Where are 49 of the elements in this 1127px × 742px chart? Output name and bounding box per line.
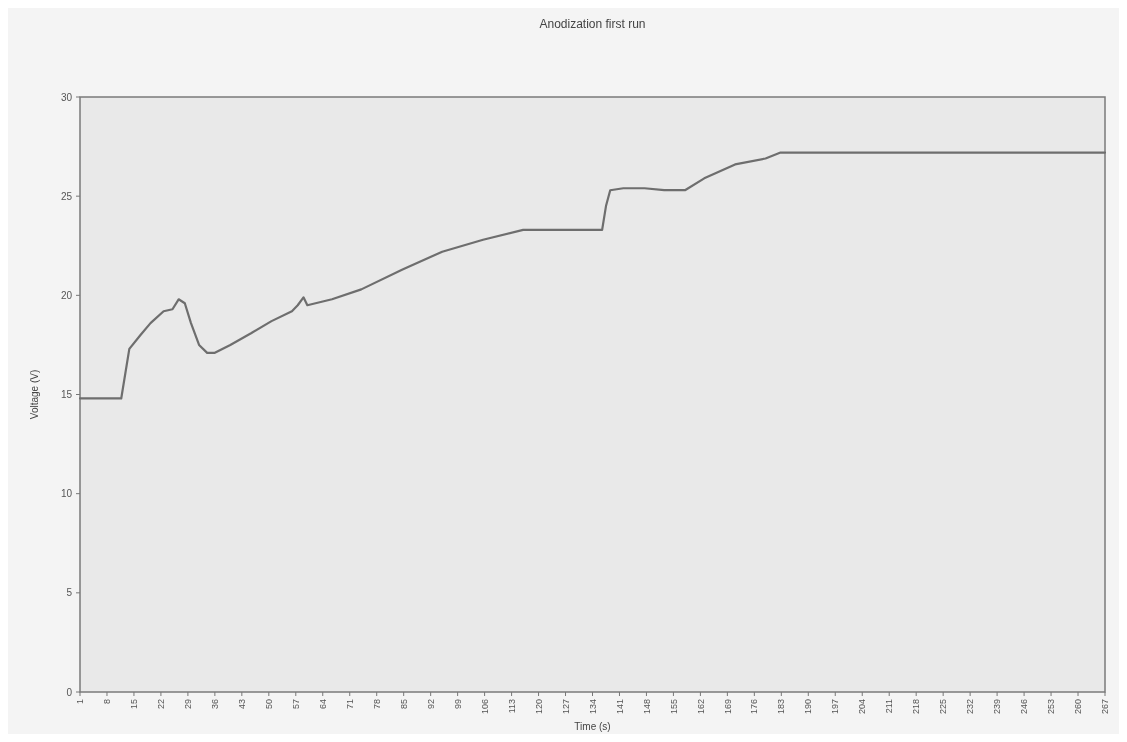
x-tick-label: 92	[425, 699, 436, 710]
y-tick-label: 5	[66, 587, 73, 599]
x-tick-label: 267	[1100, 699, 1111, 715]
x-tick-label: 211	[884, 699, 895, 714]
x-tick-label: 162	[695, 699, 706, 715]
x-tick-label: 127	[560, 699, 571, 715]
x-tick-label: 57	[290, 699, 301, 710]
x-tick-label: 190	[803, 699, 814, 715]
x-tick-label: 50	[263, 699, 274, 710]
x-tick-label: 1	[75, 699, 86, 705]
y-tick-label: 15	[60, 389, 73, 400]
y-tick-label: 25	[60, 190, 73, 202]
y-tick-label: 10	[60, 488, 73, 500]
x-tick-label: 29	[183, 699, 194, 710]
x-tick-label: 239	[992, 699, 1003, 715]
x-tick-label: 246	[1019, 699, 1030, 715]
x-tick-label: 183	[776, 699, 787, 715]
x-tick-label: 260	[1073, 699, 1084, 715]
x-tick-label: 71	[344, 699, 355, 710]
x-tick-label: 15	[129, 699, 140, 710]
x-tick-label: 204	[857, 699, 868, 715]
x-tick-label: 43	[236, 699, 247, 710]
x-tick-label: 225	[938, 699, 949, 715]
x-tick-label: 232	[965, 699, 976, 715]
x-tick-label: 106	[479, 699, 490, 715]
y-tick-label: 20	[60, 289, 73, 301]
x-tick-label: 8	[102, 699, 113, 705]
x-tick-label: 155	[668, 699, 679, 715]
x-tick-label: 176	[749, 699, 760, 715]
y-axis-title: Voltage (V)	[29, 369, 40, 420]
x-tick-label: 113	[506, 699, 517, 714]
x-tick-label: 253	[1046, 699, 1057, 715]
x-tick-label: 141	[614, 699, 625, 715]
x-axis-title: Time (s)	[574, 721, 611, 732]
x-tick-label: 218	[911, 699, 922, 715]
x-tick-label: 22	[156, 699, 167, 710]
x-tick-label: 36	[210, 699, 221, 710]
x-tick-label: 134	[587, 699, 598, 715]
x-tick-label: 85	[398, 699, 409, 710]
x-tick-label: 169	[722, 699, 733, 715]
x-tick-label: 148	[641, 699, 652, 715]
x-tick-label: 64	[317, 699, 328, 710]
x-tick-label: 120	[533, 699, 544, 715]
x-tick-label: 78	[371, 699, 382, 710]
y-tick-label: 30	[60, 91, 73, 103]
x-tick-label: 99	[452, 699, 463, 710]
x-tick-label: 197	[830, 699, 841, 715]
chart-title: Anodization first run	[539, 17, 646, 31]
y-tick-label: 0	[66, 686, 73, 698]
